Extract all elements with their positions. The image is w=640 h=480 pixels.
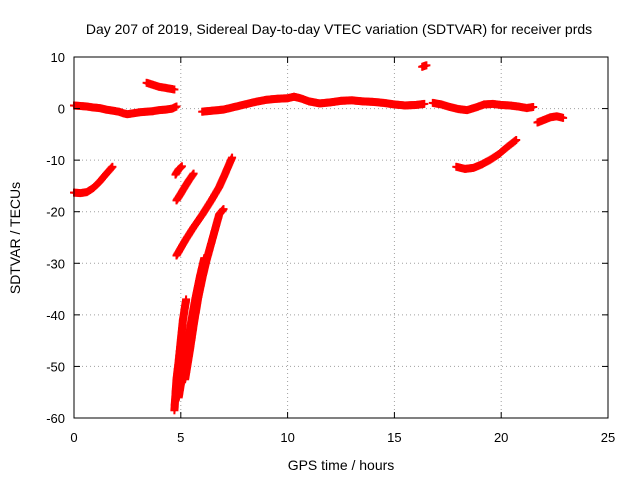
data-point [512,136,521,144]
data-point [559,113,568,122]
data-point [108,162,117,171]
data-point [529,103,538,111]
y-axis-ticks: 10 0 -10 -20 -30 -40 -50 -60 [46,50,608,426]
y-tick-label: -10 [46,153,65,168]
y-tick-label: 0 [58,102,65,117]
y-tick-label: -40 [46,308,65,323]
x-tick-label: 25 [601,430,615,445]
data-point [420,99,429,108]
x-tick-label: 0 [70,430,77,445]
x-tick-label: 20 [494,430,508,445]
data-point [177,162,186,171]
y-tick-label: -20 [46,205,65,220]
plot-frame [73,56,609,419]
y-tick-label: -50 [46,359,65,374]
data-point [422,61,431,70]
data-points [70,61,568,415]
data-point [182,295,191,304]
data-point [219,205,228,214]
x-tick-label: 15 [387,430,401,445]
y-axis-label: SDTVAR / TECUs [7,182,23,294]
y-tick-label: -60 [46,411,65,426]
y-tick-label: -30 [46,256,65,271]
x-axis-label: GPS time / hours [288,457,395,473]
data-point [170,85,179,94]
y-tick-label: 10 [51,50,65,65]
data-point [228,153,237,162]
data-point [172,102,181,111]
x-axis-ticks: 0 5 10 15 20 25 [70,57,615,445]
chart-title: Day 207 of 2019, Sidereal Day-to-day VTE… [86,21,592,37]
x-tick-label: 5 [177,430,184,445]
data-point [189,169,198,178]
x-tick-label: 10 [280,430,294,445]
